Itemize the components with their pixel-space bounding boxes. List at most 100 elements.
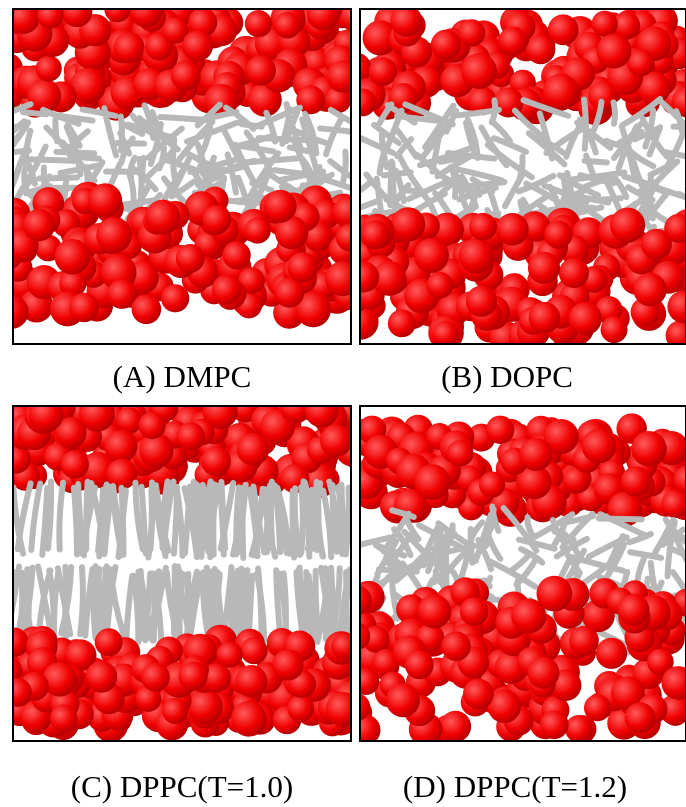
tail-segment bbox=[463, 119, 478, 156]
head-bead bbox=[145, 199, 181, 235]
head-bead bbox=[96, 217, 132, 253]
head-bead bbox=[543, 418, 579, 454]
head-bead bbox=[595, 637, 628, 669]
head-bead bbox=[610, 676, 645, 711]
tail-segment bbox=[375, 566, 420, 575]
head-bead bbox=[417, 594, 452, 629]
head-bead bbox=[107, 279, 137, 309]
head-bead bbox=[287, 252, 318, 283]
tail-segment bbox=[236, 567, 244, 641]
tail-segment bbox=[360, 197, 381, 211]
head-bead bbox=[390, 9, 423, 37]
head-bead bbox=[240, 637, 268, 665]
head-bead bbox=[600, 316, 628, 344]
tail-segment bbox=[610, 99, 618, 127]
head-bead bbox=[569, 625, 599, 656]
tail-segment bbox=[129, 112, 155, 137]
tail-segment bbox=[437, 154, 464, 165]
tail-segment bbox=[28, 480, 44, 554]
head-bead bbox=[176, 422, 205, 451]
tail-segment bbox=[132, 479, 146, 553]
head-bead bbox=[525, 34, 556, 65]
tail-segment bbox=[14, 480, 34, 553]
tail-segment bbox=[21, 167, 31, 196]
tail-segment bbox=[193, 487, 204, 561]
head-bead bbox=[272, 649, 304, 681]
tail-segment bbox=[239, 487, 247, 561]
head-bead bbox=[55, 417, 87, 449]
head-bead bbox=[637, 71, 671, 105]
snapshot-frame bbox=[12, 405, 352, 742]
head-bead bbox=[360, 714, 381, 741]
head-bead bbox=[498, 26, 528, 56]
tail-segment bbox=[241, 155, 300, 166]
tail-segment bbox=[123, 572, 136, 646]
head-bead bbox=[324, 86, 351, 113]
head-bead bbox=[13, 627, 29, 658]
head-bead bbox=[335, 223, 351, 252]
head-bead bbox=[274, 277, 305, 308]
tail-segment bbox=[127, 154, 138, 181]
head-bead bbox=[459, 597, 489, 626]
head-bead bbox=[28, 406, 64, 432]
tail-segment bbox=[253, 570, 268, 644]
head-bead bbox=[236, 432, 270, 466]
tail-segment bbox=[117, 113, 125, 154]
head-bead bbox=[432, 320, 459, 344]
tail-segment bbox=[43, 124, 77, 164]
tail-segment bbox=[247, 150, 282, 199]
head-bead bbox=[390, 207, 426, 242]
head-bead bbox=[216, 641, 243, 668]
tail-segment bbox=[271, 482, 284, 556]
head-bead bbox=[338, 9, 351, 31]
tail-segment bbox=[303, 568, 317, 642]
head-bead bbox=[624, 702, 656, 734]
head-bead bbox=[487, 689, 522, 724]
head-bead bbox=[360, 261, 380, 293]
tail-segment bbox=[314, 571, 332, 644]
head-bead bbox=[661, 490, 686, 518]
head-bead bbox=[596, 33, 632, 69]
head-bead bbox=[69, 292, 99, 323]
head-bead bbox=[187, 688, 223, 724]
tail-segment bbox=[553, 535, 590, 560]
head-bead bbox=[115, 407, 143, 434]
head-bead bbox=[659, 694, 686, 726]
tail-segment bbox=[568, 554, 627, 574]
tail-segment bbox=[484, 528, 504, 562]
head-bead bbox=[161, 284, 190, 313]
tail-segment bbox=[39, 485, 51, 558]
tail-segment bbox=[387, 158, 395, 209]
head-bead bbox=[360, 585, 372, 615]
head-bead bbox=[673, 465, 686, 496]
head-bead bbox=[106, 458, 138, 490]
head-bead bbox=[517, 464, 552, 500]
head-bead bbox=[175, 244, 205, 273]
tail-segment bbox=[145, 487, 155, 561]
head-bead bbox=[441, 631, 471, 662]
head-bead bbox=[568, 302, 602, 336]
tail-segment bbox=[484, 141, 535, 181]
head-bead bbox=[465, 285, 497, 317]
head-bead bbox=[360, 668, 380, 696]
head-bead bbox=[131, 294, 162, 325]
tail-segment bbox=[500, 504, 540, 554]
head-bead bbox=[547, 14, 579, 46]
head-bead bbox=[201, 446, 231, 477]
head-bead bbox=[287, 695, 314, 722]
tail-segment bbox=[247, 173, 271, 214]
head-bead bbox=[360, 88, 377, 117]
tail-segment bbox=[313, 480, 322, 554]
tail-segment bbox=[317, 125, 351, 135]
tail-segment bbox=[195, 125, 214, 163]
head-bead bbox=[235, 664, 268, 698]
tail-segment bbox=[104, 564, 119, 637]
head-bead bbox=[558, 257, 589, 288]
panel-caption: (A) DMPC bbox=[113, 359, 252, 394]
tail-segment bbox=[222, 104, 257, 132]
head-bead bbox=[640, 228, 672, 260]
head-bead bbox=[245, 55, 277, 86]
tail-segment bbox=[459, 179, 508, 190]
tail-segment bbox=[55, 112, 96, 124]
tail-segment bbox=[93, 565, 103, 639]
